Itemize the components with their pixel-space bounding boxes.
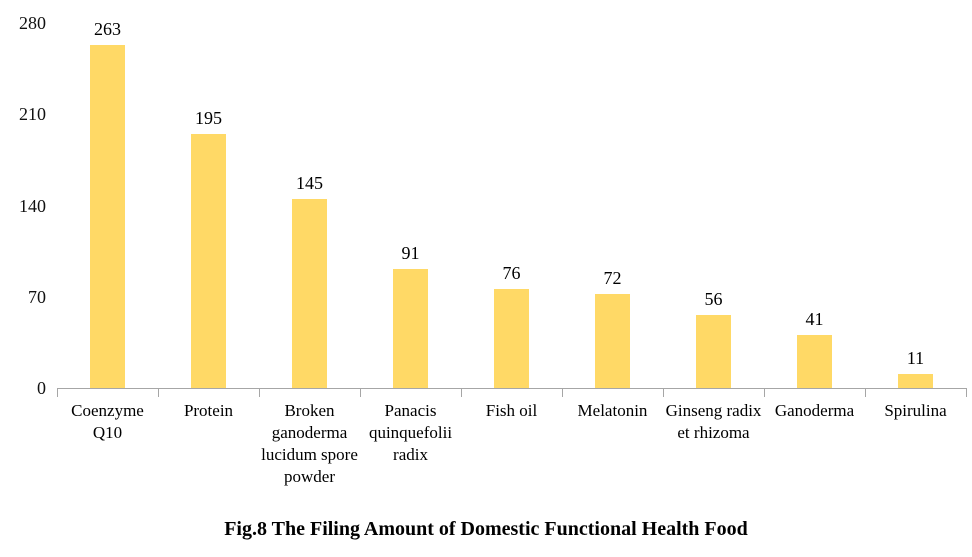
x-axis-tick (158, 388, 159, 397)
bar-value-label: 195 (195, 108, 222, 128)
chart-title: Fig.8 The Filing Amount of Domestic Func… (224, 518, 748, 540)
x-axis-tick (461, 388, 462, 397)
bar-value-label: 56 (704, 289, 723, 309)
bar (898, 374, 933, 388)
x-axis-category-label: Fish oil (485, 401, 538, 420)
bar-value-label: 72 (603, 268, 622, 288)
x-axis-tick (663, 388, 664, 397)
bar (696, 315, 731, 388)
bar-value-label: 11 (906, 348, 925, 368)
bar-value-label: 263 (94, 19, 121, 39)
x-axis-category-label: Protein (183, 401, 234, 420)
y-axis-tick-label: 70 (28, 286, 46, 307)
bar (797, 335, 832, 388)
x-axis-category-label: Melatonin (577, 401, 648, 420)
x-axis-category-label: Ganoderma (774, 401, 855, 420)
x-axis-category-label: Coenzyme Q10 (71, 401, 144, 442)
bar (191, 134, 226, 388)
x-axis-line (57, 388, 966, 389)
x-axis-category-label: Broken ganoderma lucidum spore powder (261, 401, 358, 486)
y-axis-tick-label: 140 (19, 195, 46, 216)
bar-value-label: 41 (805, 309, 824, 329)
bar (292, 199, 327, 388)
bar-value-label: 76 (502, 263, 521, 283)
x-axis-category-label: Spirulina (884, 401, 947, 420)
y-axis-tick-label: 280 (19, 13, 46, 33)
bar (494, 289, 529, 388)
bar (595, 294, 630, 388)
bar-value-label: 145 (296, 173, 323, 193)
x-axis-category-label: Panacis quinquefolii radix (368, 401, 453, 464)
x-axis-tick (360, 388, 361, 397)
x-axis-category-label: Ginseng radix et rhizoma (665, 401, 762, 442)
y-axis-tick-label: 210 (19, 104, 46, 125)
x-axis-tick (865, 388, 866, 397)
x-axis-tick (764, 388, 765, 397)
y-axis-tick-label: 0 (37, 378, 46, 398)
bar (90, 45, 125, 388)
x-axis-tick (562, 388, 563, 397)
x-axis-tick (966, 388, 967, 397)
x-axis-tick (57, 388, 58, 397)
bar-value-label: 91 (401, 243, 420, 263)
bar (393, 269, 428, 388)
x-axis-tick (259, 388, 260, 397)
